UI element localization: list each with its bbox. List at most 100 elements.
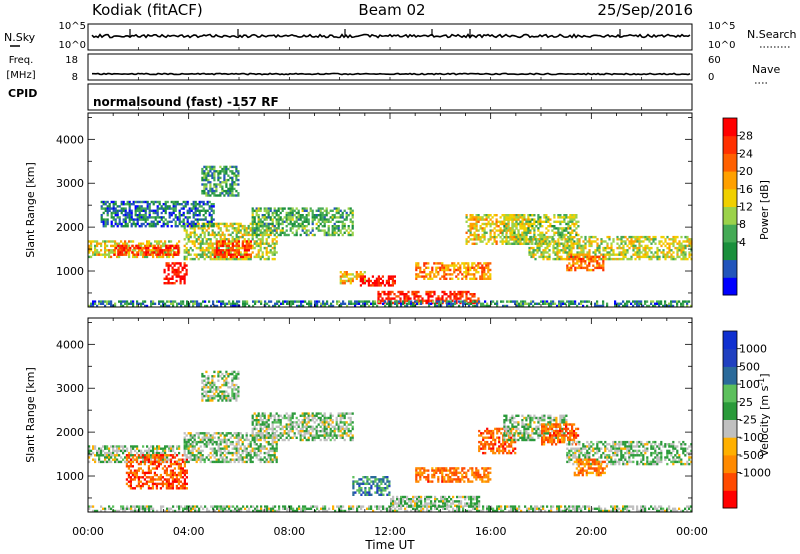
power-cell (443, 273, 446, 276)
power-cell (349, 277, 352, 280)
velocity-cell (150, 458, 153, 461)
power-cell (102, 302, 105, 305)
power-cell (491, 222, 494, 226)
power-cell (213, 235, 216, 239)
velocity-cell (213, 447, 216, 450)
power-cell (257, 224, 260, 228)
power-cell (227, 238, 230, 241)
power-cell (164, 304, 167, 308)
power-cell (235, 235, 238, 239)
power-cell (465, 220, 468, 223)
power-cell (333, 222, 336, 226)
power-cell (477, 233, 480, 237)
power-cell (225, 165, 228, 169)
velocity-cell (169, 484, 172, 488)
velocity-cell (205, 436, 208, 439)
power-cell (596, 300, 599, 303)
power-cell (517, 216, 520, 219)
power-cell (405, 295, 408, 298)
power-cell (255, 255, 258, 259)
power-cell (646, 235, 649, 239)
power-cell (497, 229, 500, 232)
power-cell (427, 295, 430, 298)
power-cell (568, 302, 571, 305)
power-cell (413, 295, 416, 298)
power-cell (237, 257, 240, 261)
power-cell (185, 273, 188, 276)
power-cell (485, 266, 488, 269)
power-cell (513, 240, 516, 243)
power-cell (176, 304, 179, 308)
power-cell (447, 268, 450, 272)
power-cell (100, 205, 103, 208)
velocity-cell (183, 484, 186, 488)
velocity-cell (197, 434, 200, 437)
velocity-cell (112, 458, 115, 461)
power-cell (178, 216, 181, 219)
power-cell (686, 257, 689, 261)
power-cell (275, 242, 278, 245)
velocity-cell (203, 458, 206, 461)
velocity-cell (169, 482, 172, 486)
power-cell (417, 266, 420, 269)
power-cell (171, 277, 174, 280)
power-cell (560, 304, 563, 308)
power-cell (236, 304, 239, 308)
power-cell (487, 216, 490, 219)
velocity-cell (145, 458, 148, 461)
power-cell (529, 218, 532, 221)
power-cell (128, 251, 131, 254)
power-cell (545, 220, 548, 223)
power-cell (192, 304, 195, 308)
power-cell (170, 300, 173, 303)
power-cell (213, 170, 216, 173)
power-cell (545, 214, 548, 217)
power-cell (373, 284, 376, 287)
velocity-cell (176, 445, 179, 448)
power-cell (450, 302, 453, 305)
velocity-cell (129, 469, 132, 472)
power-cell (225, 189, 228, 193)
power-cell (213, 174, 216, 177)
power-cell (243, 231, 246, 234)
power-cell (469, 266, 472, 269)
power-cell (682, 304, 685, 308)
power-cell (443, 268, 446, 272)
velocity-cell (203, 438, 206, 442)
power-cell (203, 172, 206, 175)
power-cell (493, 231, 496, 234)
power-cell (243, 227, 246, 230)
power-cell (405, 299, 408, 302)
power-cell (243, 224, 246, 228)
power-cell (419, 271, 422, 274)
power-cell (94, 240, 97, 243)
power-cell (241, 257, 244, 261)
power-cell (227, 178, 230, 182)
power-cell (489, 262, 492, 265)
power-cell (319, 222, 322, 226)
nsky-tick-bottom: 10^0 (59, 40, 86, 51)
velocity-cell (229, 451, 232, 455)
power-cell (680, 246, 683, 250)
power-cell (509, 218, 512, 221)
power-cell (622, 246, 625, 250)
power-cell (521, 218, 524, 221)
power-cell (100, 216, 103, 219)
power-cell (510, 300, 513, 303)
velocity-cell (178, 447, 181, 450)
power-cell (213, 167, 216, 171)
velocity-cell (120, 445, 123, 448)
velocity-cell (153, 471, 156, 475)
power-cell (193, 253, 196, 256)
power-cell (476, 302, 479, 305)
power-cell (487, 238, 490, 241)
velocity-cell (125, 465, 128, 468)
power-cell (475, 227, 478, 230)
power-cell (140, 218, 143, 221)
power-cell (112, 249, 115, 252)
power-cell (225, 229, 228, 232)
velocity-cell (139, 456, 142, 459)
power-cell (215, 246, 218, 250)
power-cell (241, 246, 244, 250)
